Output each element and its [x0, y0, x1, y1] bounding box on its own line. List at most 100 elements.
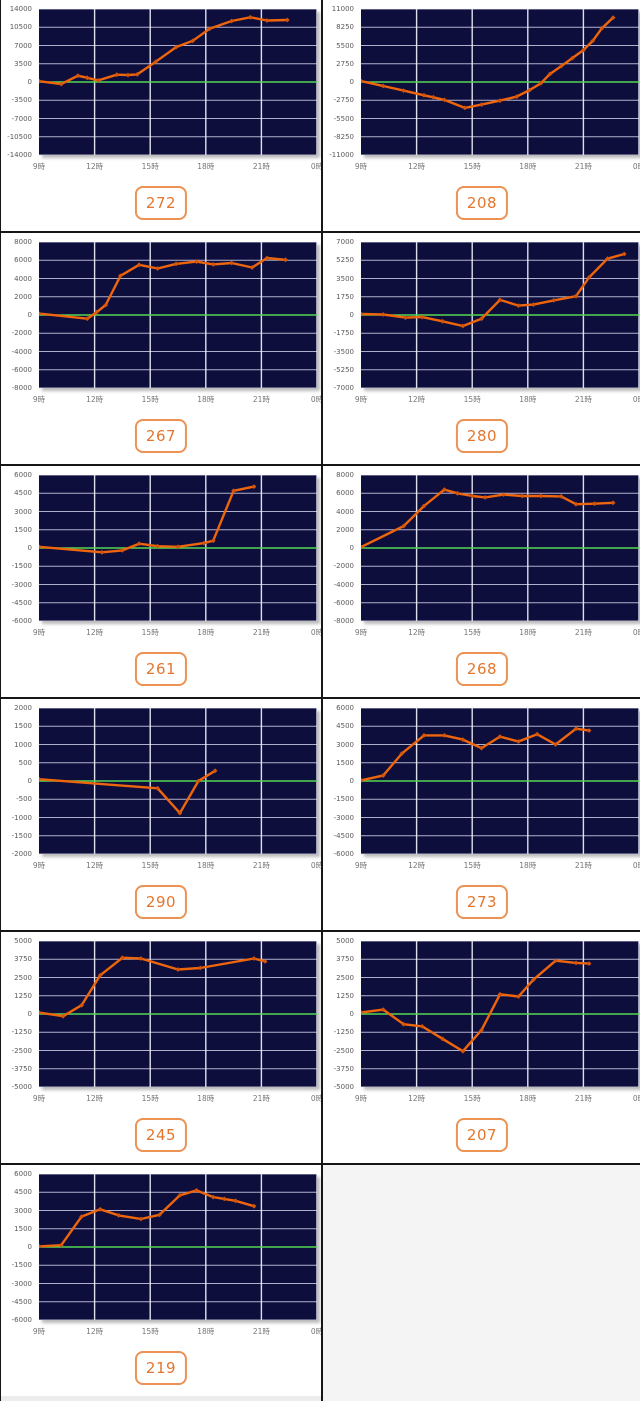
- x-tick-label: 0時: [632, 1094, 640, 1103]
- x-tick-label: 12時: [86, 628, 104, 637]
- x-tick-label: 12時: [86, 1327, 104, 1336]
- y-tick-label: 5000: [336, 937, 354, 945]
- y-tick-label: -2500: [333, 1046, 354, 1055]
- x-tick-label: 21時: [252, 628, 270, 637]
- y-axis-labels: 6000 4500 3000 1500 0 -1500 -3000 -4500 -6000: [1, 1170, 35, 1324]
- line-chart: [361, 708, 639, 854]
- y-tick-label: -8250: [333, 132, 354, 141]
- y-tick-label: 3000: [14, 507, 32, 516]
- machine-chart-cell: 5000 3750 2500 1250 0 -1250 -2500 -3750 -5000 9時…: [321, 932, 640, 1165]
- y-tick-label: 7000: [336, 238, 354, 246]
- x-tick-label: 12時: [408, 861, 426, 870]
- y-tick-label: 11000: [331, 5, 354, 13]
- machine-number-badge[interactable]: 245: [134, 1118, 188, 1152]
- line-chart-svg: [361, 941, 639, 1087]
- x-tick-label: 15時: [141, 1327, 159, 1336]
- y-tick-label: 0: [27, 78, 32, 86]
- y-tick-label: -1500: [11, 831, 32, 840]
- y-tick-label: 5250: [336, 256, 354, 265]
- y-tick-label: 5000: [14, 937, 32, 945]
- y-tick-label: 0: [349, 544, 354, 552]
- series-line: [361, 488, 615, 549]
- machine-number-badge[interactable]: 261: [134, 652, 188, 686]
- machine-number-badge[interactable]: 207: [455, 1118, 509, 1152]
- x-tick-label: 9時: [354, 628, 368, 637]
- y-tick-label: -2000: [11, 329, 32, 338]
- x-axis-labels: 9時 12時 15時 18時 21時 0時: [33, 627, 321, 639]
- x-tick-label: 12時: [86, 395, 104, 404]
- x-tick-label: 18時: [519, 162, 537, 171]
- machine-number-badge[interactable]: 219: [134, 1351, 188, 1385]
- y-tick-label: 4500: [14, 489, 32, 498]
- y-tick-label: 7000: [14, 41, 32, 50]
- line-chart: [39, 9, 317, 155]
- machine-number-badge[interactable]: 208: [455, 186, 509, 220]
- y-tick-label: -3750: [11, 1064, 32, 1073]
- y-tick-label: 0: [349, 777, 354, 785]
- line-chart: [39, 941, 317, 1087]
- y-tick-label: -3000: [11, 580, 32, 589]
- y-tick-label: 4500: [336, 722, 354, 731]
- y-tick-label: -4500: [333, 831, 354, 840]
- y-tick-label: 1250: [336, 991, 354, 1000]
- y-axis-labels: 5000 3750 2500 1250 0 -1250 -2500 -3750 -5000: [1, 937, 35, 1091]
- x-tick-label: 18時: [519, 628, 537, 637]
- x-tick-label: 18時: [197, 162, 215, 171]
- machine-number-badge[interactable]: 290: [134, 885, 188, 919]
- y-tick-label: 2000: [14, 704, 32, 712]
- y-tick-label: -6000: [333, 850, 354, 858]
- x-tick-label: 12時: [86, 1094, 104, 1103]
- line-chart: [39, 475, 317, 621]
- machine-number: 280: [466, 427, 498, 445]
- series-markers: [361, 958, 592, 1054]
- y-tick-label: 6000: [14, 1170, 32, 1178]
- y-tick-label: 2500: [336, 973, 354, 982]
- machine-chart-cell: 6000 4500 3000 1500 0 -1500 -3000 -4500 -6000 9時…: [321, 699, 640, 932]
- x-tick-label: 18時: [197, 628, 215, 637]
- x-tick-label: 21時: [574, 861, 592, 870]
- machine-number-badge[interactable]: 267: [134, 419, 188, 453]
- y-tick-label: 1250: [14, 991, 32, 1000]
- machine-number: 219: [145, 1359, 177, 1377]
- x-tick-label: 15時: [463, 162, 481, 171]
- x-tick-label: 18時: [519, 861, 537, 870]
- y-tick-label: 1500: [14, 525, 32, 534]
- machine-number-badge[interactable]: 280: [455, 419, 509, 453]
- x-tick-label: 0時: [310, 861, 321, 870]
- machine-chart-cell: 8000 6000 4000 2000 0 -2000 -4000 -6000 -8000 9時…: [1, 233, 321, 466]
- machine-chart-cell: 14000 10500 7000 3500 0 -3500 -7000 -10500 -1400…: [1, 0, 321, 233]
- y-axis-labels: 14000 10500 7000 3500 0 -3500 -7000 -10500 -1400…: [1, 5, 35, 159]
- y-tick-label: 0: [27, 1243, 32, 1251]
- y-tick-label: 1000: [14, 740, 32, 749]
- x-tick-label: 15時: [141, 395, 159, 404]
- y-tick-label: -1250: [11, 1028, 32, 1037]
- x-tick-label: 0時: [632, 628, 640, 637]
- machine-chart-cell: 6000 4500 3000 1500 0 -1500 -3000 -4500 -6000 9時…: [1, 1165, 321, 1401]
- y-tick-label: 2000: [336, 525, 354, 534]
- y-tick-label: -1500: [333, 795, 354, 804]
- x-tick-label: 0時: [310, 1327, 321, 1336]
- x-tick-label: 21時: [574, 628, 592, 637]
- line-chart: [361, 9, 639, 155]
- y-tick-label: -3750: [333, 1064, 354, 1073]
- machine-number: 245: [145, 1126, 177, 1144]
- y-tick-label: -8000: [11, 384, 32, 392]
- machine-number-badge[interactable]: 273: [455, 885, 509, 919]
- series-line: [39, 956, 267, 1018]
- series-markers: [361, 726, 592, 783]
- machine-number-badge[interactable]: 268: [455, 652, 509, 686]
- y-tick-label: 0: [27, 777, 32, 785]
- x-tick-label: 15時: [141, 1094, 159, 1103]
- y-tick-label: 2750: [336, 59, 354, 68]
- machine-number: 272: [145, 194, 177, 212]
- y-tick-label: 0: [27, 311, 32, 319]
- machine-number-badge[interactable]: 272: [134, 186, 188, 220]
- y-tick-label: 0: [27, 544, 32, 552]
- y-tick-label: 3000: [336, 740, 354, 749]
- y-tick-label: -3500: [333, 347, 354, 356]
- y-tick-label: -1250: [333, 1028, 354, 1037]
- y-tick-label: 6000: [14, 256, 32, 265]
- line-chart: [361, 242, 639, 388]
- x-tick-label: 0時: [310, 162, 321, 171]
- line-chart-svg: [361, 242, 639, 388]
